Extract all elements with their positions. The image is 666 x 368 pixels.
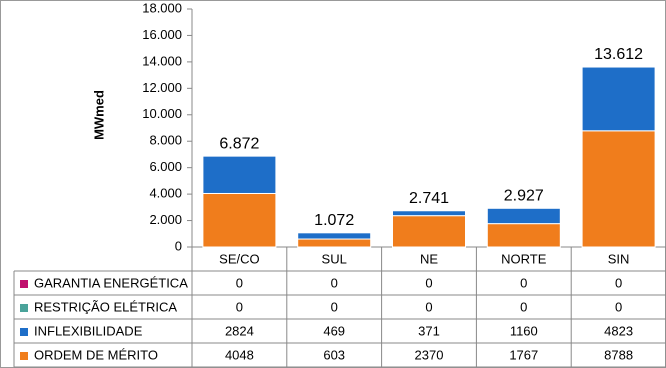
y-tick-label: 4.000 (149, 186, 182, 201)
legend-key (20, 304, 28, 312)
bar-segment (581, 130, 656, 248)
bar-segment (297, 238, 372, 248)
legend-key (20, 280, 28, 288)
bar-segment (486, 207, 561, 225)
total-label: 2.741 (409, 190, 449, 207)
y-tick-label: 12.000 (142, 80, 182, 95)
table-value: 0 (615, 299, 622, 314)
bar-segment (392, 210, 466, 217)
table-value: 1160 (510, 323, 538, 338)
total-label: 1.072 (314, 212, 354, 229)
y-tick-label: 0 (175, 238, 182, 253)
table-value: 4048 (225, 347, 254, 362)
table-value: 0 (331, 275, 338, 290)
table-value: 2370 (415, 347, 444, 362)
legend-key (20, 328, 28, 336)
bar-segment (581, 66, 656, 132)
table-value: 469 (323, 323, 345, 338)
x-tick-label: NORTE (501, 251, 547, 266)
y-tick-label: 6.000 (149, 159, 182, 174)
legend-label: RESTRIÇÃO ELÉTRICA (34, 299, 177, 314)
table-value: 4823 (604, 323, 633, 338)
bar-segment (486, 223, 561, 248)
total-label: 6.872 (219, 135, 259, 152)
legend-label: INFLEXIBILIDADE (34, 323, 143, 338)
y-tick-label: 14.000 (142, 53, 182, 68)
table-value: 603 (323, 347, 345, 362)
bar-segment (392, 215, 466, 248)
table-value: 0 (331, 299, 338, 314)
x-tick-label: SUL (322, 251, 347, 266)
legend-key (20, 352, 28, 360)
y-tick-label: 10.000 (142, 106, 182, 121)
y-tick-label: 16.000 (142, 27, 182, 42)
table-value: 1767 (509, 347, 538, 362)
table-value: 8788 (604, 347, 633, 362)
x-tick-label: NE (420, 251, 438, 266)
table-value: 0 (520, 275, 527, 290)
x-tick-label: SIN (608, 251, 630, 266)
total-label: 2.927 (504, 188, 544, 205)
x-tick-label: SE/CO (219, 251, 259, 266)
table-value: 0 (615, 275, 622, 290)
y-axis-label: MWmed (91, 90, 106, 140)
table-value: 0 (425, 299, 432, 314)
legend-label: GARANTIA ENERGÉTICA (34, 275, 188, 290)
table-value: 2824 (225, 323, 254, 338)
legend-label: ORDEM DE MÉRITO (34, 347, 158, 362)
bar-segment (202, 155, 277, 194)
bar-segment (202, 192, 277, 248)
table-value: 0 (425, 275, 432, 290)
table-value: 0 (236, 275, 243, 290)
y-tick-label: 2.000 (149, 212, 182, 227)
y-tick-label: 8.000 (149, 133, 182, 148)
total-label: 13.612 (594, 46, 643, 63)
table-value: 0 (236, 299, 243, 314)
bar-segment (297, 232, 372, 240)
table-value: 0 (520, 299, 527, 314)
table-value: 371 (418, 323, 440, 338)
y-tick-label: 18.000 (142, 0, 182, 15)
